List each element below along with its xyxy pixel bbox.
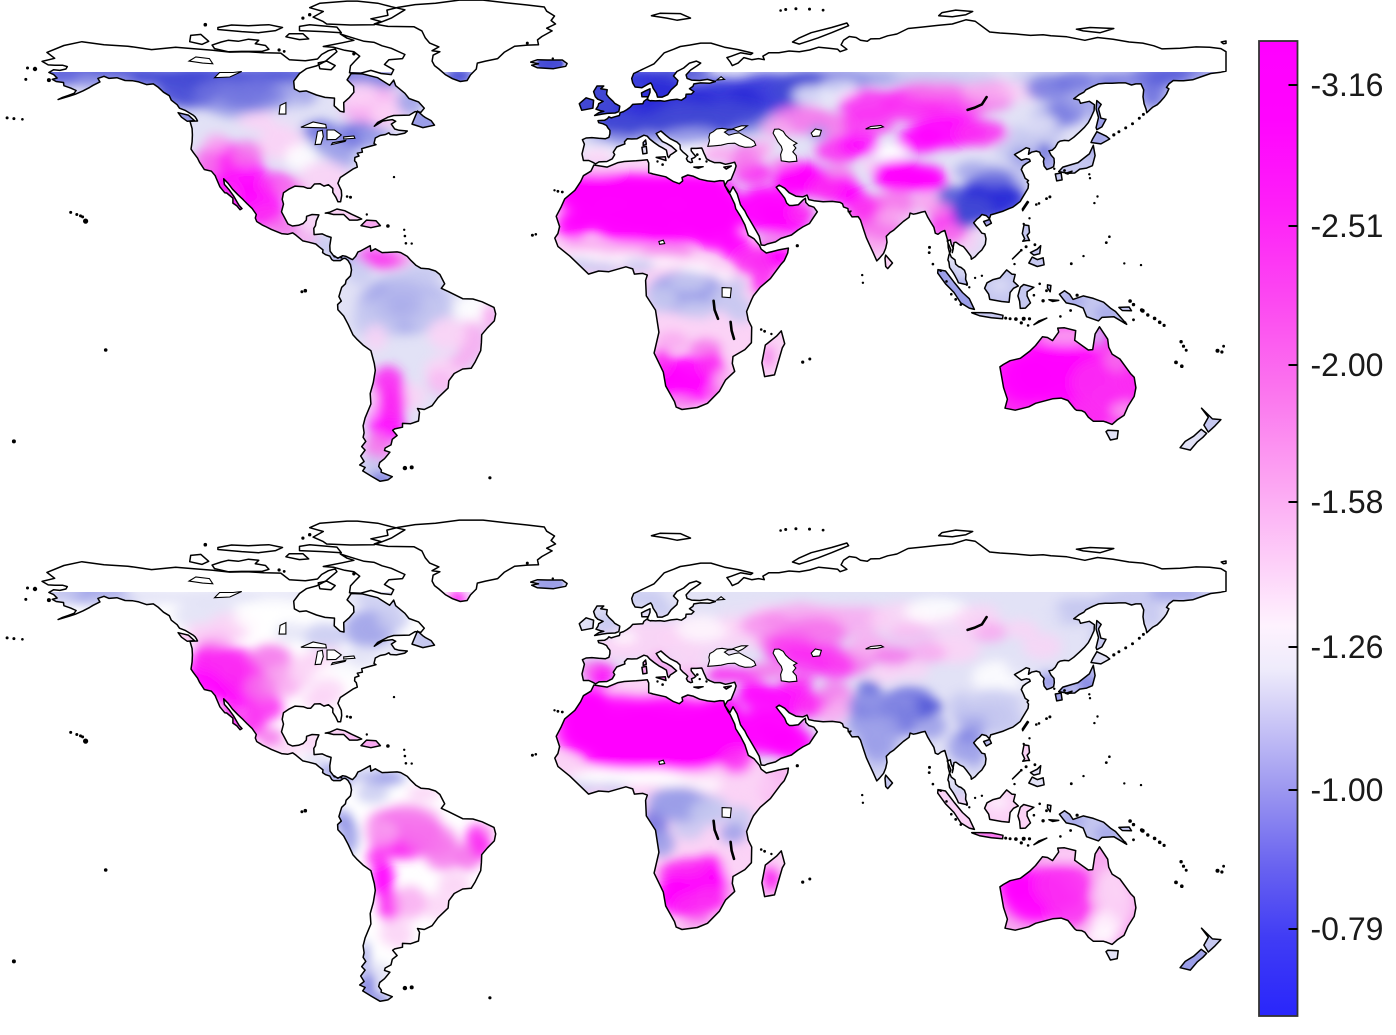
- svg-text:-1.58: -1.58: [1311, 484, 1384, 520]
- svg-text:-2.51: -2.51: [1311, 208, 1384, 244]
- svg-text:-1.00: -1.00: [1311, 772, 1384, 808]
- svg-text:-3.16: -3.16: [1311, 67, 1384, 103]
- svg-text:-2.00: -2.00: [1311, 347, 1384, 383]
- svg-text:-1.26: -1.26: [1311, 629, 1384, 665]
- svg-text:-0.79: -0.79: [1311, 911, 1384, 947]
